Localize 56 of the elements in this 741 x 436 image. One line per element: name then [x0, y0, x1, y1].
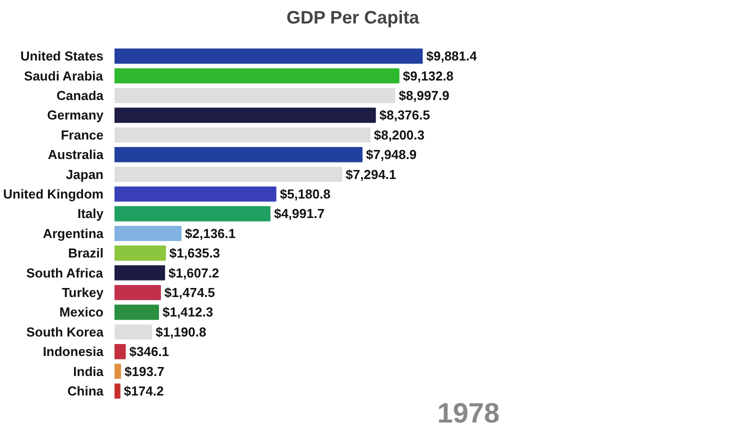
y-tick-label: China	[67, 384, 104, 399]
bar	[114, 284, 161, 300]
bar	[114, 304, 159, 320]
data-label: $2,136.1	[185, 226, 236, 241]
data-label: $4,991.7	[274, 206, 325, 222]
bar	[114, 108, 376, 123]
data-label: $174.2	[124, 384, 164, 399]
data-label: $1,412.3	[162, 304, 214, 320]
data-label: $5,180.8	[280, 186, 330, 202]
data-label: $1,635.3	[169, 246, 220, 261]
bar	[114, 265, 166, 280]
y-tick-label: Australia	[48, 147, 104, 162]
bar	[114, 246, 166, 261]
y-tick-label: Germany	[47, 108, 104, 123]
y-tick-label: Mexico	[59, 304, 104, 320]
data-label: $9,132.8	[402, 68, 454, 84]
data-label: $8,200.3	[374, 127, 424, 142]
bar	[114, 383, 120, 399]
bar	[114, 206, 270, 222]
bar	[114, 324, 152, 340]
y-tick-label: South Korea	[26, 324, 104, 340]
data-label: $193.7	[124, 364, 164, 379]
y-tick-label: France	[60, 127, 104, 142]
data-label: $7,948.9	[366, 147, 417, 162]
y-tick-label: Italy	[77, 206, 104, 222]
data-label: $1,607.2	[168, 265, 220, 280]
y-tick-label: Japan	[66, 166, 104, 182]
data-label: $1,190.8	[156, 324, 206, 340]
data-label: $1,474.5	[164, 285, 216, 300]
y-tick-label: India	[73, 364, 104, 379]
y-tick-label: Indonesia	[42, 344, 104, 360]
data-label: $346.1	[129, 344, 170, 360]
text: 1978	[437, 398, 500, 429]
data-label: $8,376.5	[379, 108, 430, 123]
data-label: $8,997.9	[398, 88, 450, 104]
bar	[114, 166, 342, 182]
bar	[114, 88, 396, 104]
chart-title: GDP Per Capita	[286, 8, 420, 28]
bar	[114, 186, 276, 202]
bar	[114, 226, 182, 242]
bar	[114, 364, 122, 379]
y-tick-label: Turkey	[62, 285, 104, 300]
y-tick-label: Saudi Arabia	[24, 68, 104, 84]
bar	[114, 344, 126, 360]
bar	[114, 127, 370, 143]
y-tick-label: Brazil	[68, 246, 104, 261]
bar	[114, 68, 400, 84]
y-tick-label: United Kingdom	[3, 186, 104, 202]
data-label: $9,881.4	[426, 48, 478, 64]
bar	[114, 147, 363, 162]
y-tick-label: Canada	[56, 88, 104, 104]
y-tick-label: South Africa	[26, 265, 104, 280]
data-label: $7,294.1	[346, 166, 396, 182]
y-tick-label: Argentina	[42, 226, 104, 241]
y-tick-label: United States	[20, 48, 104, 64]
bar	[114, 48, 423, 64]
